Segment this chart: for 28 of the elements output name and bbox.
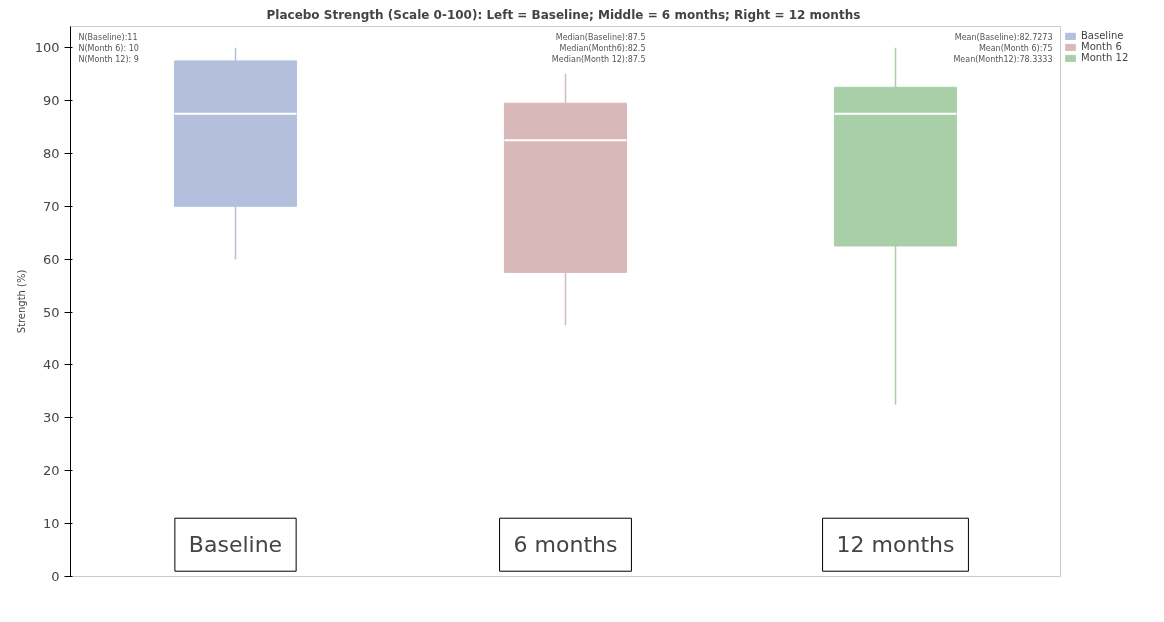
chart-title: Placebo Strength (Scale 0-100): Left = Baseline; Middle = 6 months; Right = 12 months bbox=[266, 7, 861, 22]
x-tick-label: 12 months bbox=[836, 532, 955, 558]
y-tick-label: 50 bbox=[42, 304, 60, 320]
x-tick-label: 6 months bbox=[513, 532, 618, 558]
y-tick-label: 60 bbox=[42, 251, 60, 267]
annotation: N(Baseline):11 bbox=[78, 32, 138, 42]
annotation: Mean(Month12):78.3333 bbox=[953, 54, 1053, 64]
legend-label: Month 12 bbox=[1081, 52, 1129, 63]
y-tick-label: 20 bbox=[42, 463, 60, 479]
y-tick-label: 100 bbox=[34, 40, 60, 56]
y-tick-label: 90 bbox=[42, 93, 60, 109]
annotation: N(Month 6): 10 bbox=[78, 43, 139, 53]
annotation: Median(Month6):82.5 bbox=[559, 43, 646, 53]
y-tick-label: 70 bbox=[42, 198, 60, 214]
legend-label: Baseline bbox=[1081, 30, 1124, 41]
y-axis-title: Strength (%) bbox=[15, 269, 27, 334]
y-tick-label: 30 bbox=[42, 410, 60, 426]
y-tick-label: 40 bbox=[42, 357, 60, 373]
annotation: Median(Baseline):87.5 bbox=[555, 32, 646, 42]
annotation: N(Month 12): 9 bbox=[78, 54, 139, 64]
y-tick-label: 80 bbox=[42, 145, 60, 161]
legend-label: Month 6 bbox=[1081, 41, 1122, 52]
y-tick-label: 10 bbox=[42, 516, 60, 532]
x-tick-label: Baseline bbox=[188, 532, 283, 558]
y-tick-label: 0 bbox=[51, 569, 60, 584]
annotation: Median(Month 12):87.5 bbox=[551, 54, 646, 64]
annotation: Mean(Month 6):75 bbox=[978, 43, 1053, 53]
annotation: Mean(Baseline):82.7273 bbox=[954, 32, 1053, 42]
